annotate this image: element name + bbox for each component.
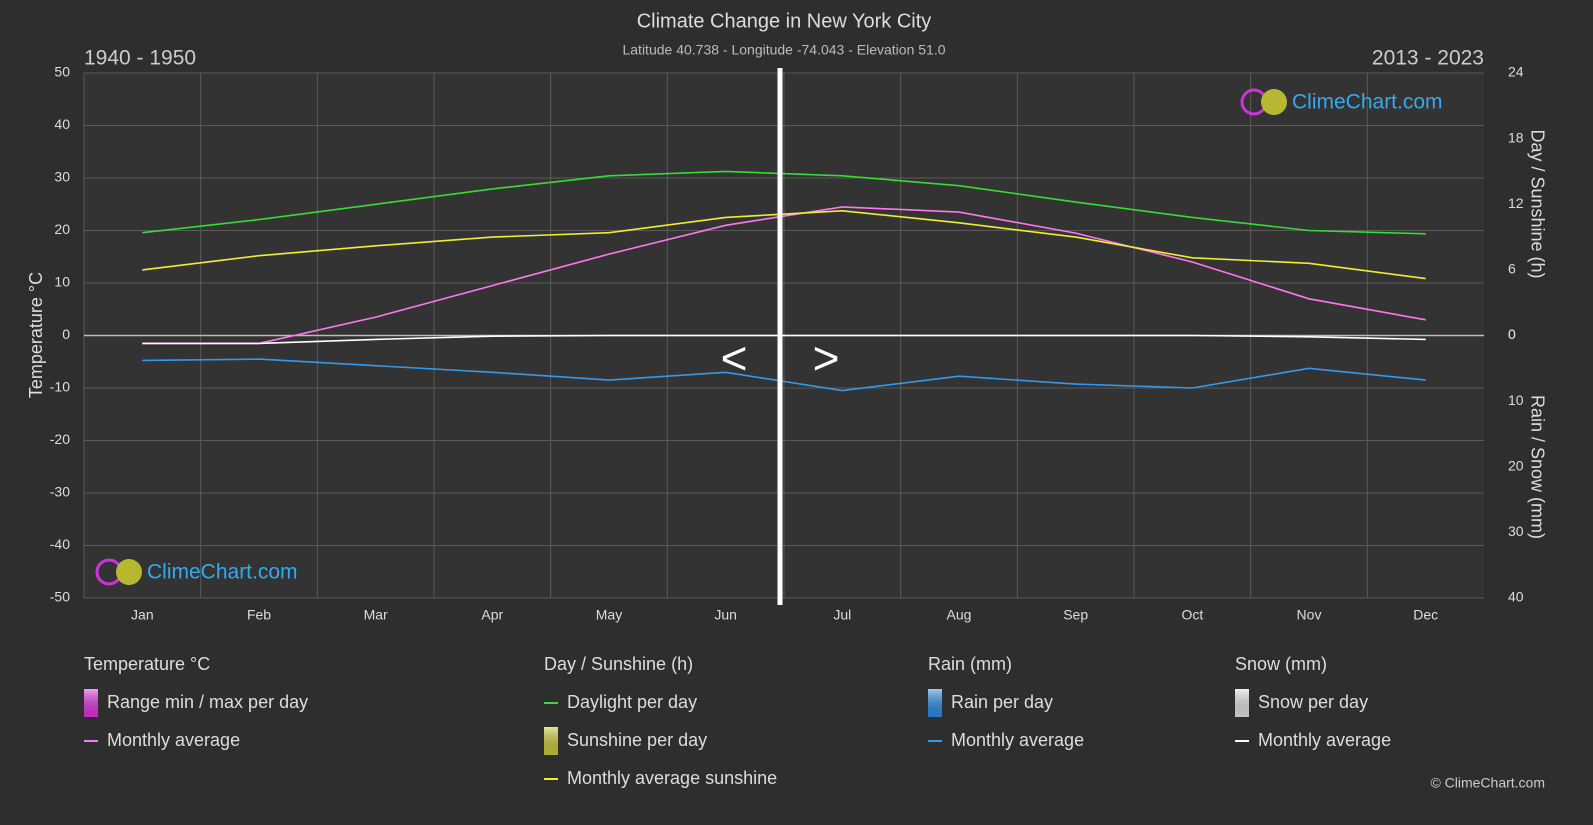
chart-title: Climate Change in New York City	[637, 10, 932, 32]
chart-subtitle: Latitude 40.738 - Longitude -74.043 - El…	[622, 42, 945, 58]
series-line	[142, 334, 1426, 345]
x-tick-label: Oct	[1181, 607, 1203, 623]
series-line	[142, 170, 1426, 235]
nav-prev[interactable]: <	[721, 332, 748, 384]
x-tick-label: Apr	[481, 607, 503, 623]
y3-tick-label: 10	[1508, 392, 1524, 408]
y-tick-label: -40	[50, 536, 70, 552]
y3-tick-label: 40	[1508, 589, 1524, 605]
y2-tick-label: 18	[1508, 129, 1524, 145]
x-tick-label: Sep	[1063, 607, 1088, 623]
y-tick-label: 30	[54, 169, 70, 185]
x-tick-label: Jul	[833, 607, 851, 623]
legend-label: Range min / max per day	[107, 692, 308, 712]
y3-axis-label: Rain / Snow (mm)	[1527, 395, 1547, 539]
period-left: 1940 - 1950	[84, 47, 196, 70]
y-tick-label: 40	[54, 116, 70, 132]
y2-tick-label: 12	[1508, 195, 1524, 211]
y2-axis-label: Day / Sunshine (h)	[1527, 129, 1547, 278]
legend-title: Temperature °C	[84, 654, 210, 674]
legend-title: Snow (mm)	[1235, 654, 1327, 674]
legend-label: Monthly average	[951, 730, 1084, 750]
copyright: © ClimeChart.com	[1430, 775, 1545, 791]
series-line	[142, 358, 1426, 392]
legend-label: Monthly average	[107, 730, 240, 750]
logo-text: ClimeChart.com	[1292, 91, 1443, 114]
legend-label: Monthly average	[1258, 730, 1391, 750]
x-tick-label: Jan	[131, 607, 154, 623]
x-tick-label: Dec	[1413, 607, 1438, 623]
legend-title: Day / Sunshine (h)	[544, 654, 693, 674]
y-tick-label: 50	[54, 64, 70, 80]
y-tick-label: 0	[62, 326, 70, 342]
y3-tick-label: 20	[1508, 457, 1524, 473]
x-tick-label: Nov	[1297, 607, 1322, 623]
legend-title: Rain (mm)	[928, 654, 1012, 674]
legend-swatch-shade	[928, 689, 942, 717]
period-right: 2013 - 2023	[1372, 47, 1484, 70]
logo: ClimeChart.com	[95, 558, 298, 586]
logo-text: ClimeChart.com	[147, 561, 298, 584]
legend-label: Rain per day	[951, 692, 1053, 712]
legend-swatch-shade	[1235, 689, 1249, 717]
y-tick-label: 20	[54, 221, 70, 237]
y-tick-label: -20	[50, 431, 70, 447]
y2-tick-label: 0	[1508, 326, 1516, 342]
y-tick-label: -30	[50, 484, 70, 500]
x-tick-label: May	[596, 607, 622, 623]
y-tick-label: -50	[50, 589, 70, 605]
x-tick-label: Feb	[247, 607, 271, 623]
y-tick-label: -10	[50, 379, 70, 395]
legend-label: Monthly average sunshine	[567, 768, 777, 788]
y3-tick-label: 0	[1508, 326, 1516, 342]
y-axis-label: Temperature °C	[26, 272, 46, 398]
x-tick-label: Aug	[947, 607, 972, 623]
series-line	[142, 209, 1426, 280]
x-tick-label: Mar	[364, 607, 388, 623]
y3-tick-label: 30	[1508, 523, 1524, 539]
legend-label: Daylight per day	[567, 692, 697, 712]
logo: ClimeChart.com	[1240, 88, 1443, 116]
legend-label: Snow per day	[1258, 692, 1368, 712]
y2-tick-label: 6	[1508, 261, 1516, 277]
y2-tick-label: 24	[1508, 64, 1524, 80]
y-tick-label: 10	[54, 274, 70, 290]
x-tick-label: Jun	[714, 607, 737, 623]
legend-swatch-shade	[544, 727, 558, 755]
series-line	[142, 206, 1426, 345]
nav-next[interactable]: >	[813, 332, 840, 384]
legend-label: Sunshine per day	[567, 730, 707, 750]
legend-swatch-shade	[84, 689, 98, 717]
